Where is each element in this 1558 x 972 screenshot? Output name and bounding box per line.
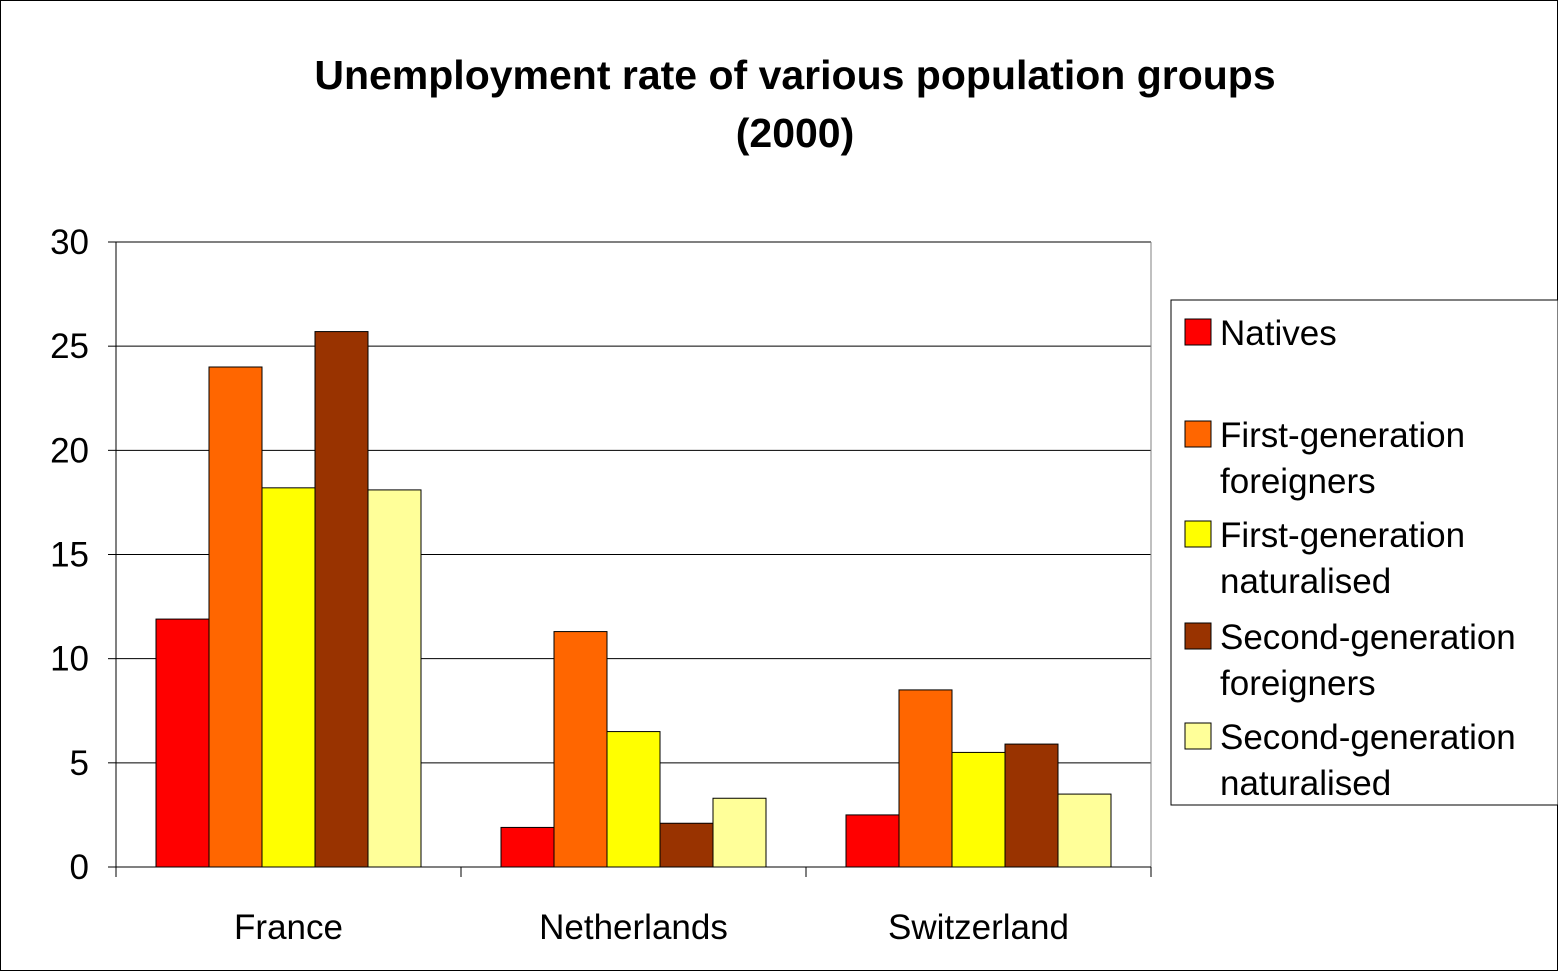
- bar: [1004, 743, 1059, 868]
- y-tick-label: 30: [50, 223, 89, 262]
- legend-label: Natives: [1220, 314, 1337, 353]
- y-tick-label: 5: [70, 744, 89, 783]
- bar: [712, 797, 767, 868]
- bar: [367, 489, 422, 868]
- bar: [898, 689, 953, 868]
- legend-label: First-generation: [1220, 516, 1465, 555]
- bar: [553, 631, 608, 868]
- y-tick-label: 20: [50, 431, 89, 470]
- legend-label: Second-generation: [1220, 718, 1516, 757]
- legend-swatch: [1184, 622, 1212, 650]
- y-tick-label: 15: [50, 536, 89, 575]
- bar: [845, 814, 900, 868]
- bar: [261, 487, 316, 868]
- y-tick-label: 25: [50, 327, 89, 366]
- legend-label: Second-generation: [1220, 618, 1516, 657]
- chart-title: Unemployment rate of various population …: [314, 52, 1275, 156]
- legend-box: [1170, 299, 1558, 806]
- legend-label: naturalised: [1220, 764, 1391, 803]
- legend-label: First-generation: [1220, 416, 1465, 455]
- legend-swatch: [1184, 520, 1212, 548]
- y-tick-label: 10: [50, 640, 89, 679]
- legend-label: foreigners: [1220, 664, 1376, 703]
- bar: [606, 731, 661, 868]
- bar: [155, 618, 210, 868]
- legend: Natives First-generation foreigners First-g…: [1170, 299, 1558, 806]
- bar: [1057, 793, 1112, 868]
- bar: [208, 366, 263, 868]
- x-tick-label: Switzerland: [888, 908, 1069, 947]
- chart-title-line: (2000): [736, 110, 855, 156]
- bar: [314, 331, 369, 868]
- x-tick-label: France: [234, 908, 343, 947]
- legend-label: foreigners: [1220, 462, 1376, 501]
- chart-title-line: Unemployment rate of various population …: [314, 52, 1275, 98]
- legend-label: naturalised: [1220, 562, 1391, 601]
- bar: [500, 826, 555, 868]
- bar: [659, 822, 714, 868]
- legend-swatch: [1184, 318, 1212, 346]
- legend-swatch: [1184, 420, 1212, 448]
- y-tick-label: 0: [70, 848, 89, 887]
- plot-area: 0 5 10 15 20 25 30 France Netherlands Switzerland: [50, 223, 1152, 947]
- bar: [951, 751, 1006, 868]
- x-tick-label: Netherlands: [539, 908, 728, 947]
- legend-swatch: [1184, 722, 1212, 750]
